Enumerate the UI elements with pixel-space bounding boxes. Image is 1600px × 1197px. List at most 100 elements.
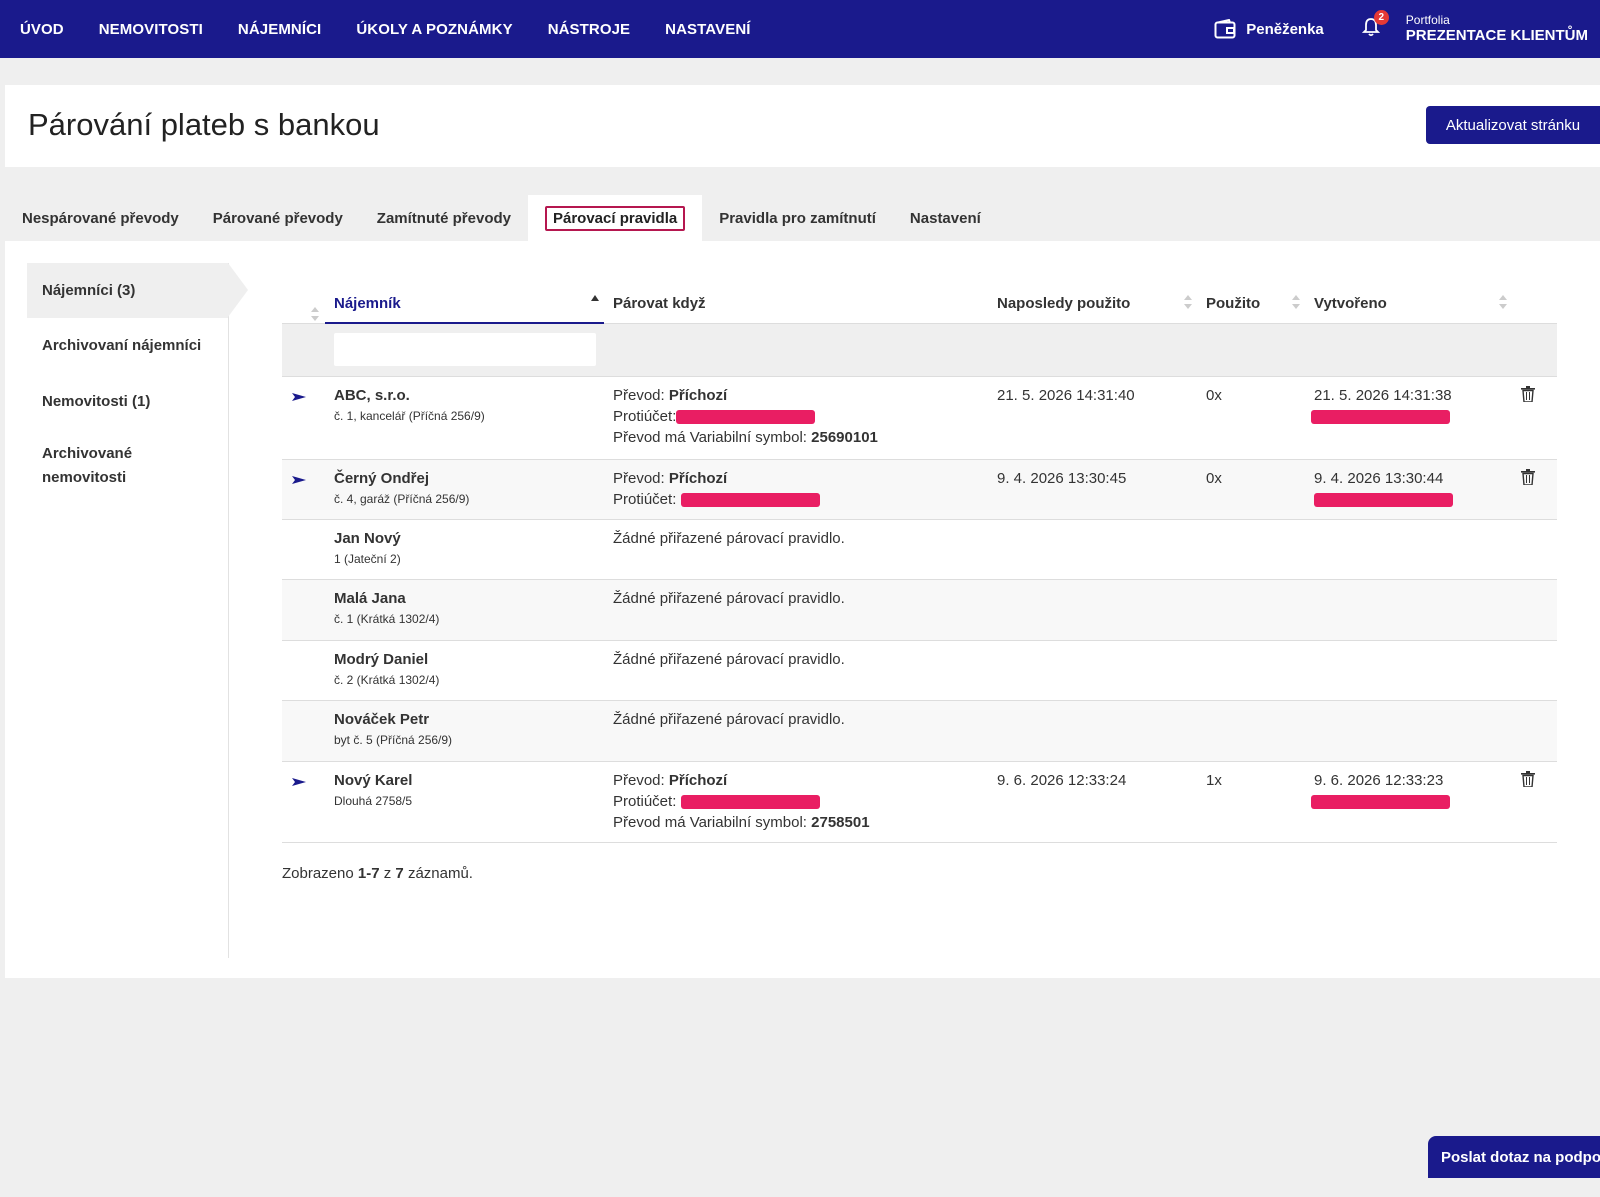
nav-item-tasks[interactable]: ÚKOLY A POZNÁMKY — [356, 20, 513, 38]
table-row[interactable]: Malá Jana č. 1 (Krátká 1302/4) Žádné při… — [282, 579, 1557, 640]
tenant-name: ABC, s.r.o. — [334, 387, 410, 404]
trash-icon[interactable] — [1521, 386, 1535, 402]
tenant-unit: Dlouhá 2758/5 — [334, 794, 413, 808]
variable-symbol: 25690101 — [811, 429, 878, 446]
table-row[interactable]: ABC, s.r.o. č. 1, kancelář (Příčná 256/9… — [282, 376, 1557, 459]
pairing-rule-icon — [292, 476, 306, 484]
portfolio-name: PREZENTACE KLIENTŮM — [1405, 27, 1588, 44]
tenant-name: Jan Nový — [334, 530, 401, 547]
tenant-filter-input[interactable] — [334, 333, 596, 366]
column-header-last-used[interactable]: Naposledy použito — [997, 295, 1131, 312]
no-rule-text: Žádné přiřazené párovací pravidlo. — [613, 711, 845, 728]
records-mid: z — [383, 865, 392, 882]
tenant-column-sorted-indicator — [325, 281, 604, 324]
records-info: Zobrazeno 1-7 z 7 záznamů. — [282, 865, 473, 882]
redacted-account — [680, 795, 820, 810]
sidebar-item-properties[interactable]: Nemovitosti (1) — [42, 393, 151, 410]
wallet-label: Peněženka — [1246, 20, 1324, 38]
vs-label: Převod má Variabilní symbol: — [613, 429, 807, 446]
counter-account-label: Protiúčet: — [613, 491, 677, 508]
records-suffix: záznamů. — [407, 865, 473, 882]
main-nav: ÚVOD NEMOVITOSTI NÁJEMNÍCI ÚKOLY A POZNÁ… — [0, 0, 786, 58]
created-value: 21. 5. 2026 14:31:38 — [1314, 387, 1452, 404]
notifications-button[interactable]: 2 — [1361, 9, 1389, 42]
tab-rejection-rules[interactable]: Pravidla pro zamítnutí — [719, 209, 876, 227]
tenant-name: Nováček Petr — [334, 711, 430, 728]
portfolio-switcher[interactable]: Portfolia PREZENTACE KLIENTŮM — [1406, 13, 1588, 45]
portfolio-label: Portfolia — [1405, 13, 1450, 27]
sidebar-item-archived-properties[interactable]: Archivované nemovitosti — [42, 445, 133, 486]
sidebar-item-archived-tenants[interactable]: Archivovaní nájemníci — [42, 337, 202, 354]
nav-item-settings[interactable]: NASTAVENÍ — [665, 20, 751, 38]
column-header-created[interactable]: Vytvořeno — [1314, 295, 1387, 312]
redacted-account — [676, 410, 816, 425]
pairing-rule-icon — [292, 778, 306, 786]
table-row[interactable]: Nový Karel Dlouhá 2758/5 Převod: Příchoz… — [282, 761, 1557, 843]
match-conditions: Převod: Příchozí Protiúčet: Převod má Va… — [613, 770, 870, 833]
transfer-label: Převod: — [613, 772, 665, 789]
tenant-unit: č. 1 (Krátká 1302/4) — [334, 612, 440, 626]
used-count: 1x — [1206, 772, 1222, 789]
table-row[interactable]: Nováček Petr byt č. 5 (Příčná 256/9) Žád… — [282, 700, 1557, 761]
sort-asc-icon[interactable] — [591, 295, 599, 309]
table-row[interactable]: Modrý Daniel č. 2 (Krátká 1302/4) Žádné … — [282, 640, 1557, 700]
vs-label: Převod má Variabilní symbol: — [613, 814, 807, 831]
table-header: Nájemník Párovat když Naposledy použito … — [282, 281, 1557, 324]
records-total: 7 — [395, 865, 404, 882]
last-used-value: 21. 5. 2026 14:31:40 — [997, 387, 1135, 404]
nav-item-home[interactable]: ÚVOD — [20, 20, 64, 38]
trash-icon[interactable] — [1521, 469, 1535, 485]
nav-item-tools[interactable]: NÁSTROJE — [547, 20, 631, 38]
match-conditions: Převod: Příchozí Protiúčet: Převod má Va… — [613, 385, 878, 448]
sort-icon[interactable] — [311, 307, 319, 321]
page-header: Párování plateb s bankou Aktualizovat st… — [5, 85, 1600, 167]
filter-row — [282, 324, 1557, 376]
match-conditions: Převod: Příchozí Protiúčet: — [613, 468, 820, 510]
tenant-unit: 1 (Jateční 2) — [334, 552, 401, 566]
records-prefix: Zobrazeno — [282, 865, 354, 882]
pairing-rules-table: Nájemník Párovat když Naposledy použito … — [282, 281, 1557, 843]
transfer-direction: Příchozí — [668, 470, 728, 487]
tab-bar: Nespárované převody Párované převody Zam… — [5, 195, 998, 241]
created-value: 9. 6. 2026 12:33:23 — [1314, 772, 1444, 789]
column-header-match-when: Párovat když — [613, 295, 706, 312]
nav-item-properties[interactable]: NEMOVITOSTI — [98, 20, 203, 38]
table-row[interactable]: Černý Ondřej č. 4, garáž (Příčná 256/9) … — [282, 459, 1557, 519]
sort-icon[interactable] — [1292, 295, 1300, 309]
column-header-used[interactable]: Použito — [1206, 295, 1261, 312]
tab-pairing-rules[interactable]: Párovací pravidla — [527, 195, 703, 241]
variable-symbol: 2758501 — [811, 814, 870, 831]
counter-account-label: Protiúčet: — [613, 408, 677, 425]
transfer-direction: Příchozí — [668, 387, 728, 404]
tab-paired-transfers[interactable]: Párované převody — [212, 209, 343, 227]
tenant-unit: č. 1, kancelář (Příčná 256/9) — [334, 409, 485, 423]
sidebar-item-tenants[interactable]: Nájemníci (3) — [27, 263, 248, 318]
tab-unpaired-transfers[interactable]: Nespárované převody — [22, 209, 179, 227]
sort-icon[interactable] — [1499, 295, 1507, 309]
last-used-value: 9. 4. 2026 13:30:45 — [997, 470, 1127, 487]
support-chat-button[interactable]: Poslat dotaz na podporu — [1428, 1136, 1600, 1178]
tenant-name: Malá Jana — [334, 590, 406, 607]
no-rule-text: Žádné přiřazené párovací pravidlo. — [613, 530, 845, 547]
column-header-tenant[interactable]: Nájemník — [334, 295, 401, 312]
page-title: Párování plateb s bankou — [28, 107, 380, 142]
tenant-unit: č. 2 (Krátká 1302/4) — [334, 673, 440, 687]
tab-rejected-transfers[interactable]: Zamítnuté převody — [376, 209, 511, 227]
tenant-name: Černý Ondřej — [334, 470, 430, 487]
tab-pairing-rules-label: Párovací pravidla — [544, 205, 686, 231]
refresh-page-button[interactable]: Aktualizovat stránku — [1426, 106, 1600, 144]
redacted-author — [1314, 493, 1453, 508]
transfer-label: Převod: — [613, 470, 665, 487]
notification-badge: 2 — [1373, 9, 1389, 25]
sidebar: Nájemníci (3) Archivovaní nájemníci Nemo… — [27, 263, 248, 958]
table-row[interactable]: Jan Nový 1 (Jateční 2) Žádné přiřazené p… — [282, 519, 1557, 579]
last-used-value: 9. 6. 2026 12:33:24 — [997, 772, 1127, 789]
sort-icon[interactable] — [1184, 295, 1192, 309]
trash-icon[interactable] — [1521, 771, 1535, 787]
tab-settings[interactable]: Nastavení — [909, 209, 981, 227]
counter-account-label: Protiúčet: — [613, 793, 677, 810]
top-navigation-bar: ÚVOD NEMOVITOSTI NÁJEMNÍCI ÚKOLY A POZNÁ… — [0, 0, 1600, 58]
wallet-link[interactable]: Peněženka — [1214, 19, 1324, 39]
nav-item-tenants[interactable]: NÁJEMNÍCI — [237, 20, 322, 38]
tenant-unit: č. 4, garáž (Příčná 256/9) — [334, 492, 470, 506]
